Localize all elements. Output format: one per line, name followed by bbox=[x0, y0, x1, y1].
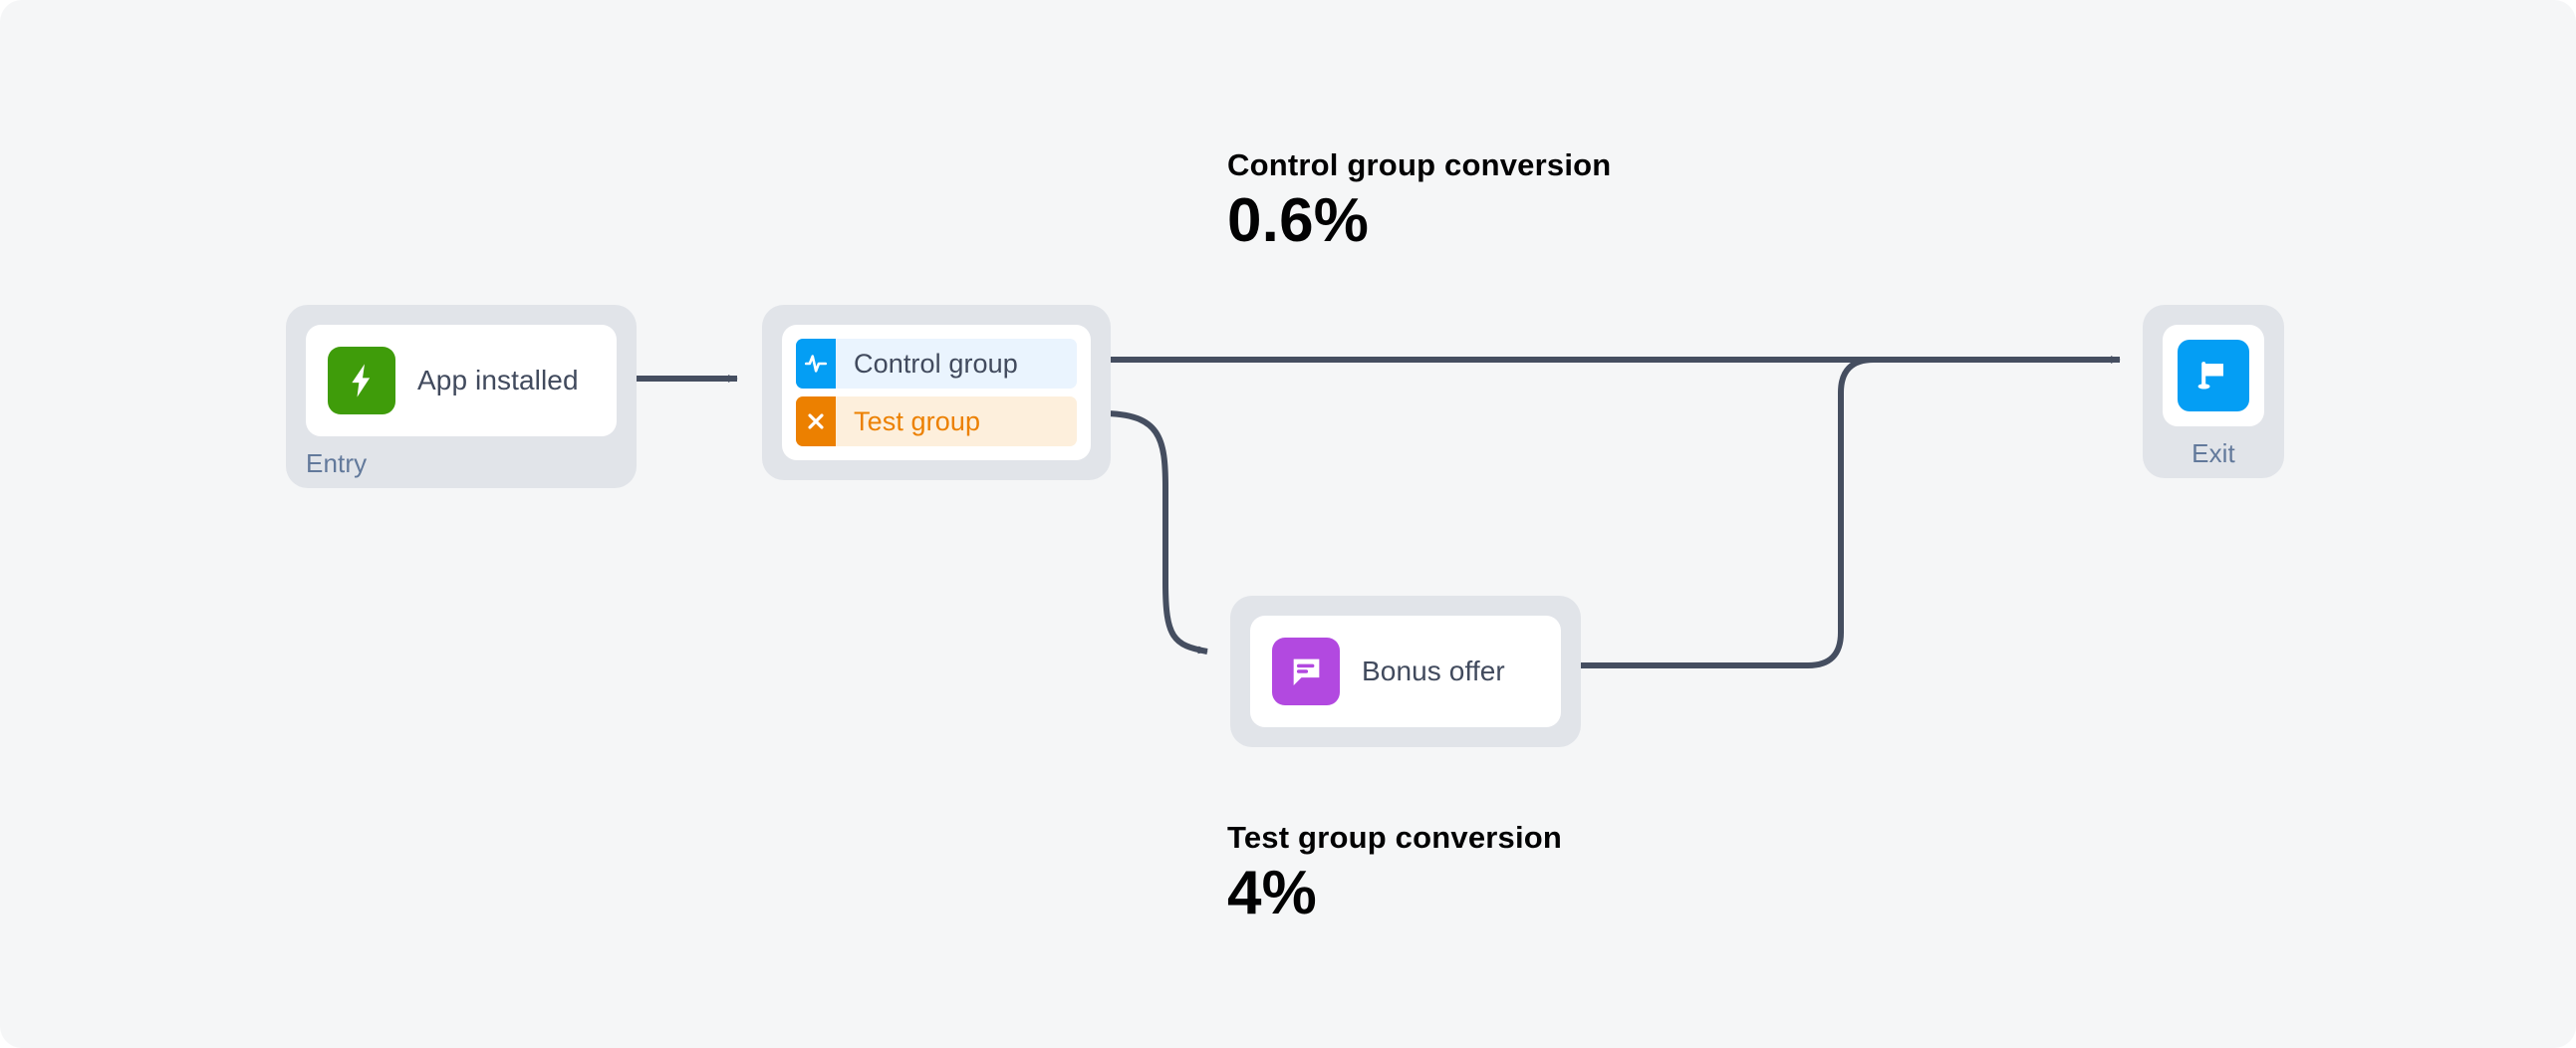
branch-label: Control group bbox=[854, 348, 1018, 379]
node-exit[interactable]: Exit bbox=[2143, 305, 2284, 478]
node-title: Bonus offer bbox=[1362, 655, 1505, 686]
stat-control-group-conversion: Control group conversion 0.6% bbox=[1227, 147, 1611, 257]
node-card[interactable]: App installed bbox=[306, 325, 617, 436]
node-app-installed[interactable]: App installed Entry bbox=[286, 305, 637, 488]
node-card[interactable]: Control group Test group bbox=[782, 325, 1091, 460]
flag-icon bbox=[2178, 340, 2249, 411]
stat-value: 4% bbox=[1227, 858, 1318, 927]
node-bonus-offer[interactable]: Bonus offer bbox=[1230, 596, 1581, 747]
wire-control-to-exit bbox=[1083, 346, 2121, 374]
wire-bonus-to-exit bbox=[1550, 357, 2120, 679]
stat-title: Control group conversion bbox=[1227, 147, 1612, 182]
stat-title: Test group conversion bbox=[1227, 820, 1563, 855]
activity-pulse-icon bbox=[796, 339, 836, 389]
node-caption-entry: Entry bbox=[306, 448, 368, 478]
node-card[interactable] bbox=[2163, 325, 2264, 426]
stat-value: 0.6% bbox=[1227, 185, 1370, 255]
branch-control-group[interactable]: Control group bbox=[796, 339, 1077, 389]
stat-test-group-conversion: Test group conversion 4% bbox=[1227, 820, 1562, 929]
lightning-bolt-icon bbox=[328, 347, 395, 414]
node-card[interactable]: Bonus offer bbox=[1250, 616, 1561, 727]
branch-test-group[interactable]: Test group bbox=[796, 396, 1077, 446]
node-title: App installed bbox=[417, 365, 579, 395]
branch-label: Test group bbox=[854, 405, 981, 436]
message-bubble-icon bbox=[1272, 638, 1340, 705]
node-ab-split[interactable]: Control group Test group bbox=[762, 305, 1111, 480]
node-caption-exit: Exit bbox=[2191, 438, 2235, 468]
close-x-icon bbox=[796, 396, 836, 446]
